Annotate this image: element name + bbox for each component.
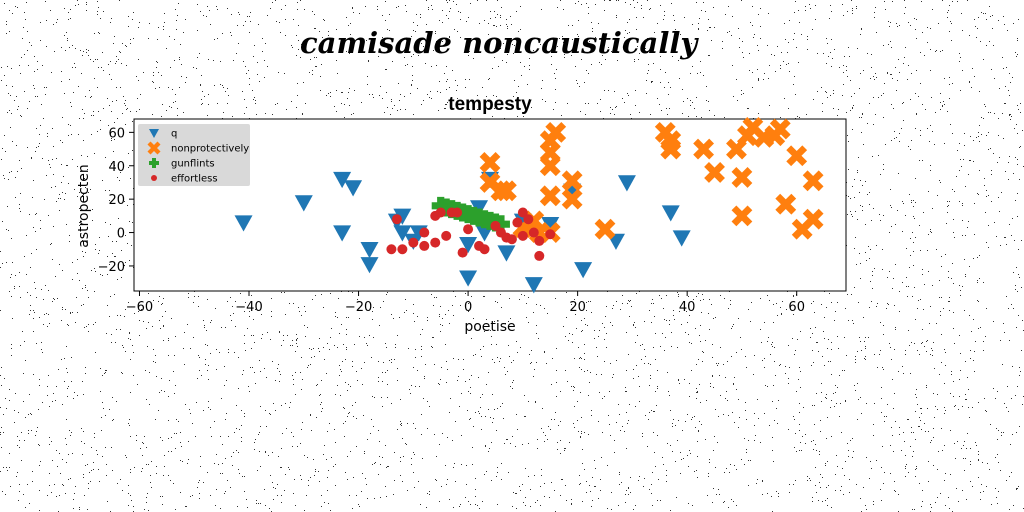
point-nonprotectively xyxy=(496,180,517,202)
legend-marker-gunflints xyxy=(149,158,159,168)
point-effortless xyxy=(435,207,446,218)
plot-area xyxy=(133,118,847,292)
point-nonprotectively xyxy=(704,162,725,183)
point-q xyxy=(344,180,363,197)
point-nonprotectively xyxy=(561,188,583,210)
legend-label: effortless xyxy=(171,174,218,185)
point-nonprotectively xyxy=(693,138,715,160)
point-q xyxy=(672,230,691,247)
point-q xyxy=(541,217,560,234)
chart-title: tempesty xyxy=(448,94,532,115)
point-nonprotectively xyxy=(786,145,808,167)
point-nonprotectively xyxy=(561,170,583,192)
point-effortless xyxy=(397,244,408,255)
legend-marker-effortless xyxy=(151,175,157,181)
point-nonprotectively xyxy=(479,152,501,173)
point-nonprotectively xyxy=(539,155,561,177)
series-q xyxy=(234,171,691,294)
point-q xyxy=(294,195,313,212)
point-q xyxy=(234,215,253,232)
point-q xyxy=(459,270,478,287)
point-nonprotectively xyxy=(594,218,616,240)
legend-marker-nonprotectively xyxy=(147,141,161,155)
legend-label: q xyxy=(171,129,177,140)
point-effortless xyxy=(523,214,534,225)
y-tick-label: 20 xyxy=(108,193,125,208)
x-tick-label: −40 xyxy=(235,300,262,315)
point-effortless xyxy=(386,244,397,255)
y-axis-label: astropecten xyxy=(76,164,92,248)
x-tick-label: 0 xyxy=(464,300,472,315)
legend-box xyxy=(138,124,250,186)
point-effortless xyxy=(517,230,528,241)
x-axis-label: poetise xyxy=(464,319,515,335)
point-nonprotectively xyxy=(802,170,824,192)
point-q xyxy=(470,200,489,217)
point-nonprotectively xyxy=(731,167,753,188)
y-axis-ticks: −20 0 20 40 60 xyxy=(98,126,134,275)
point-nonprotectively xyxy=(775,193,797,215)
point-q xyxy=(617,175,636,192)
y-tick-label: 0 xyxy=(117,227,125,242)
point-effortless xyxy=(391,214,402,225)
point-effortless xyxy=(419,240,430,251)
point-nonprotectively xyxy=(490,180,512,202)
point-effortless xyxy=(441,230,452,241)
legend-label: nonprotectively xyxy=(171,144,249,155)
point-q xyxy=(661,205,680,222)
point-effortless xyxy=(408,237,419,248)
x-tick-label: 60 xyxy=(788,300,805,315)
x-tick-label: 20 xyxy=(569,300,586,315)
data-marks xyxy=(234,116,824,294)
point-q xyxy=(393,208,412,225)
x-tick-label: 40 xyxy=(679,300,696,315)
point-effortless xyxy=(528,227,539,238)
point-q xyxy=(333,225,352,242)
legend: q nonprotectively gunflints effortless xyxy=(138,124,250,186)
legend-label: gunflints xyxy=(171,159,215,170)
point-nonprotectively xyxy=(769,118,791,140)
point-effortless xyxy=(430,237,441,248)
series-effortless xyxy=(386,207,556,261)
point-q xyxy=(524,277,543,294)
legend-marker-q xyxy=(149,129,159,138)
point-effortless xyxy=(506,234,517,245)
point-q xyxy=(497,245,516,262)
point-nonprotectively xyxy=(545,121,567,143)
point-effortless xyxy=(534,235,545,246)
point-q xyxy=(393,225,412,242)
point-effortless xyxy=(457,247,468,258)
y-tick-label: 60 xyxy=(108,126,125,141)
point-nonprotectively xyxy=(660,138,682,160)
point-effortless xyxy=(479,244,490,255)
point-effortless xyxy=(512,217,523,228)
point-effortless xyxy=(419,227,430,238)
x-axis-ticks: −60 −40 −20 0 20 40 60 xyxy=(126,291,805,315)
point-effortless xyxy=(452,207,463,218)
point-q xyxy=(574,262,593,279)
point-q xyxy=(360,257,379,274)
y-tick-label: −20 xyxy=(98,260,125,275)
point-nonprotectively xyxy=(802,208,824,230)
point-effortless xyxy=(463,224,474,235)
x-tick-label: −20 xyxy=(345,300,372,315)
x-tick-label: −60 xyxy=(126,300,153,315)
y-tick-label: 40 xyxy=(108,160,125,175)
point-nonprotectively xyxy=(731,205,753,227)
point-q xyxy=(333,171,352,189)
point-effortless xyxy=(490,220,501,231)
point-q xyxy=(459,237,478,254)
point-effortless xyxy=(534,250,545,261)
point-effortless xyxy=(517,207,528,218)
point-effortless xyxy=(545,229,556,240)
point-nonprotectively xyxy=(539,185,561,207)
point-q xyxy=(360,242,379,259)
series-nonprotectively xyxy=(479,116,824,243)
